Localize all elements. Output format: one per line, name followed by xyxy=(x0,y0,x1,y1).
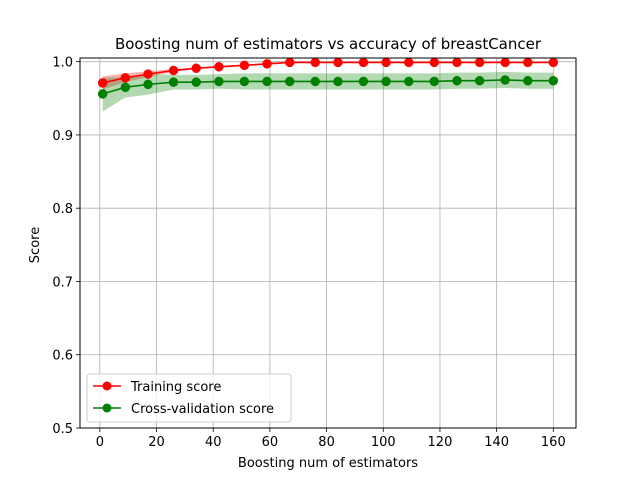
training-score-point xyxy=(333,57,343,68)
cross-validation-score-point xyxy=(143,79,153,90)
x-tick-label: 20 xyxy=(148,435,165,450)
cross-validation-score-point xyxy=(548,75,559,86)
cross-validation-score-point xyxy=(523,75,533,86)
cross-validation-score-point xyxy=(262,76,272,87)
legend-entries: Training score Cross-validation score xyxy=(93,380,274,417)
y-tick-label: 0.5 xyxy=(52,422,73,437)
cross-validation-score-point xyxy=(381,76,391,87)
training-score-point xyxy=(262,59,272,69)
training-score-point xyxy=(404,57,414,68)
training-score-point xyxy=(214,62,224,72)
cross-validation-score-point xyxy=(284,76,295,87)
training-score-point xyxy=(97,78,108,88)
cross-validation-score-point xyxy=(239,76,250,87)
y-axis-label: Score xyxy=(28,227,43,263)
x-tick-label: 0 xyxy=(96,435,104,450)
training-score-point xyxy=(310,57,320,68)
training-score-point xyxy=(548,57,559,68)
plot-frame xyxy=(79,57,577,429)
cross-validation-score-point xyxy=(404,76,414,87)
training-score-point xyxy=(239,60,250,71)
training-score-point xyxy=(500,57,510,68)
cross-validation-score-point xyxy=(474,75,485,86)
legend-training-label: Training score xyxy=(130,380,221,395)
x-tick-label: 100 xyxy=(371,435,396,450)
cross-validation-score-point xyxy=(429,76,440,87)
legend: Training score Cross-validation score xyxy=(86,373,292,423)
plot-area xyxy=(79,57,577,429)
x-tick-label: 160 xyxy=(541,435,566,450)
x-tick-label: 80 xyxy=(318,435,335,450)
series-points xyxy=(97,57,559,99)
x-tick-label: 120 xyxy=(428,435,453,450)
training-score-point xyxy=(429,57,440,68)
training-score-point xyxy=(168,65,179,76)
chart-title: Boosting num of estimators vs accuracy o… xyxy=(115,35,542,53)
training-score-point xyxy=(120,73,131,83)
training-score-point xyxy=(523,57,533,68)
cross-validation-score-point xyxy=(310,76,320,87)
cross-validation-score-point xyxy=(120,82,131,93)
cross-validation-score-point xyxy=(333,76,343,87)
training-score-point xyxy=(452,57,462,68)
training-score-point xyxy=(474,57,485,68)
training-score-point xyxy=(191,63,201,74)
y-tick-label: 1.0 xyxy=(52,56,73,71)
training-score-point xyxy=(381,57,391,68)
cross-validation-score-point xyxy=(452,75,462,86)
legend-training-marker xyxy=(102,381,112,391)
cross-validation-score-point xyxy=(358,76,369,87)
y-axis-ticks: 0.5 0.6 0.7 0.8 0.9 1.0 xyxy=(52,56,80,437)
training-score-point xyxy=(358,57,369,68)
cross-validation-score-point xyxy=(191,77,201,87)
x-tick-label: 140 xyxy=(484,435,509,450)
cross-validation-score-point xyxy=(214,76,224,87)
x-axis-label: Boosting num of estimators xyxy=(238,456,418,471)
cross-validation-score-point xyxy=(500,75,510,85)
cross-validation-score-point xyxy=(168,77,179,87)
legend-box xyxy=(86,373,292,423)
y-tick-label: 0.9 xyxy=(52,129,73,144)
x-tick-label: 60 xyxy=(262,435,279,450)
y-tick-label: 0.7 xyxy=(52,275,73,290)
x-tick-label: 40 xyxy=(205,435,222,450)
training-score-point xyxy=(284,57,295,68)
legend-cross-validation-marker xyxy=(102,403,112,413)
y-tick-label: 0.6 xyxy=(52,349,73,364)
training-score-point xyxy=(143,69,153,79)
x-axis-ticks: 0 20 40 60 80 100 120 140 160 xyxy=(96,428,566,450)
y-tick-label: 0.8 xyxy=(52,202,73,217)
legend-cross-validation-label: Cross-validation score xyxy=(131,402,274,417)
cross-validation-score-point xyxy=(97,89,108,99)
